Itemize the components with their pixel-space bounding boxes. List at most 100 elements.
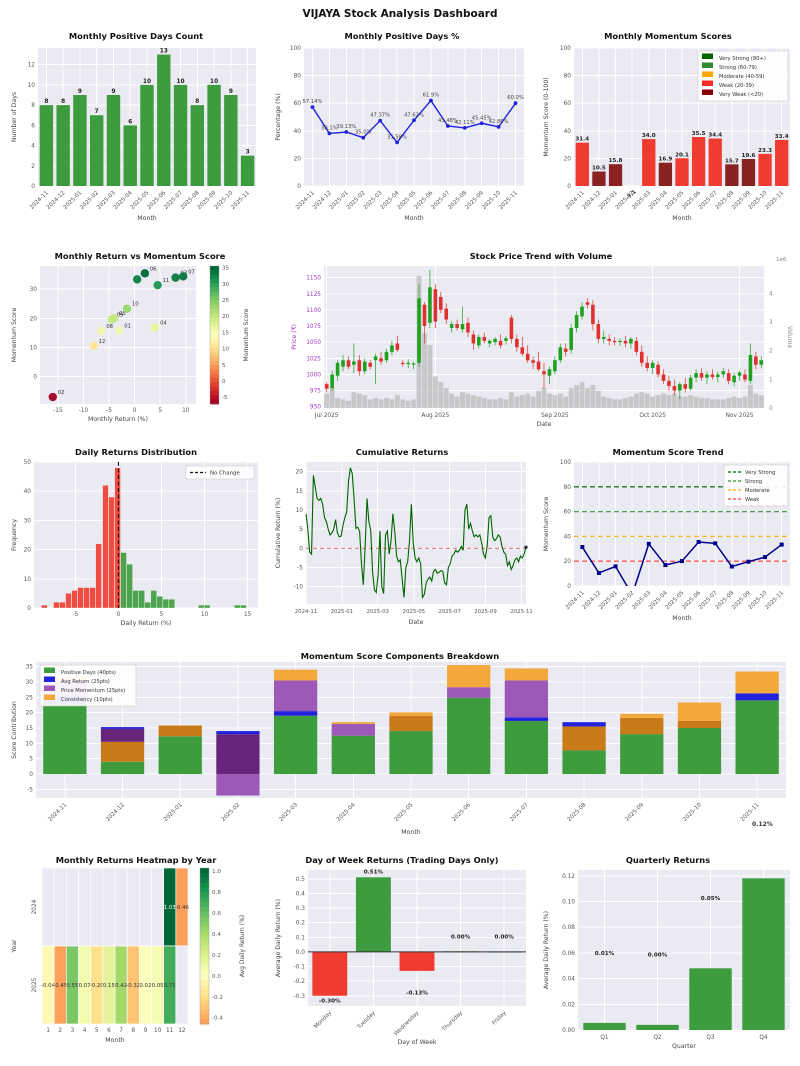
svg-text:-0.46: -0.46 — [175, 905, 190, 911]
svg-text:100: 100 — [560, 460, 571, 466]
svg-text:Daily Returns Distribution: Daily Returns Distribution — [75, 447, 197, 457]
svg-text:Momentum Score Trend: Momentum Score Trend — [612, 447, 723, 457]
svg-text:31.58%: 31.58% — [387, 134, 407, 140]
cumulative-returns-chart: -10 -5 0 5 10 15 20 2024-11 2025-01 2025-03 2025-0… — [275, 447, 532, 626]
svg-text:-0.2: -0.2 — [212, 995, 223, 1001]
svg-text:0.00%: 0.00% — [494, 935, 514, 941]
svg-text:Moderate (40-59): Moderate (40-59) — [719, 74, 764, 80]
svg-text:10: 10 — [176, 79, 184, 85]
svg-text:Frequency: Frequency — [11, 519, 18, 551]
momentum-scores-chart: 02040608010031.410.515.8-7.134.016.920.1… — [543, 31, 790, 222]
svg-text:No Change: No Change — [210, 471, 240, 477]
svg-text:0.06: 0.06 — [562, 951, 575, 957]
svg-text:Monthly Momentum Scores: Monthly Momentum Scores — [604, 31, 732, 41]
svg-text:3: 3 — [71, 1028, 75, 1034]
svg-text:10: 10 — [296, 508, 304, 514]
svg-text:1125: 1125 — [306, 292, 321, 298]
svg-text:3: 3 — [246, 150, 250, 156]
svg-text:20: 20 — [296, 470, 304, 476]
svg-text:15.7: 15.7 — [725, 158, 739, 164]
svg-text:60: 60 — [564, 510, 572, 516]
svg-text:Wednesday: Wednesday — [393, 1010, 421, 1038]
svg-text:975: 975 — [310, 389, 321, 395]
svg-text:25: 25 — [222, 298, 230, 304]
svg-text:20: 20 — [26, 711, 34, 717]
svg-text:Date: Date — [537, 421, 552, 428]
svg-text:13: 13 — [160, 49, 168, 55]
svg-text:0: 0 — [299, 546, 303, 552]
svg-text:3: 3 — [769, 320, 773, 326]
svg-text:Avg Return (25pts): Avg Return (25pts) — [61, 679, 110, 685]
svg-text:43.48%: 43.48% — [438, 118, 458, 124]
svg-text:7: 7 — [95, 109, 99, 115]
svg-text:Average Daily Return (%): Average Daily Return (%) — [275, 899, 282, 977]
svg-text:-5: -5 — [27, 787, 33, 793]
svg-text:47.62%: 47.62% — [404, 112, 424, 118]
svg-text:0.6: 0.6 — [212, 911, 221, 917]
svg-text:10: 10 — [222, 347, 230, 353]
svg-text:Momentum Score: Momentum Score — [11, 308, 18, 363]
svg-text:Very Strong: Very Strong — [745, 470, 775, 476]
panel-momentum-trend: 0 20 40 60 80 100 Very Strong Strong Moderate Wea… — [540, 444, 796, 640]
svg-text:0.0: 0.0 — [296, 950, 306, 956]
svg-text:0.4: 0.4 — [296, 891, 306, 897]
svg-text:Monthly Returns Heatmap by Yea: Monthly Returns Heatmap by Year — [56, 855, 218, 865]
svg-text:8: 8 — [195, 99, 199, 105]
svg-text:0: 0 — [222, 379, 226, 385]
svg-text:Aug 2025: Aug 2025 — [421, 413, 449, 419]
svg-text:-10: -10 — [79, 408, 89, 414]
svg-text:Friday: Friday — [491, 1010, 508, 1027]
svg-text:0: 0 — [31, 184, 35, 190]
svg-text:42.86%: 42.86% — [489, 119, 509, 125]
svg-text:1: 1 — [769, 377, 773, 383]
svg-text:20: 20 — [222, 314, 230, 320]
svg-text:2025-11: 2025-11 — [230, 190, 251, 211]
panel-positive-days-pct: 0 20 40 60 80 100 57.14% 38.1% 39.13% 35.0% 47.37%… — [272, 28, 532, 240]
panel-momentum-scores: 0 20 40 60 80 100 31.4 10.5 15.8 -7.1 34.0 16.9 20.1… — [540, 28, 796, 240]
svg-text:Avg Daily Return (%): Avg Daily Return (%) — [239, 915, 246, 977]
returns-distribution-chart: 0 10 20 30 40 50 -5 0 5 10 15 No Change Daily Return… — [11, 447, 258, 627]
svg-text:34.4: 34.4 — [708, 133, 722, 139]
svg-text:0.51%: 0.51% — [364, 870, 384, 876]
svg-text:Number of Days: Number of Days — [11, 92, 18, 142]
svg-text:Momentum Score (0-100): Momentum Score (0-100) — [543, 77, 550, 156]
svg-text:Very Strong (80+): Very Strong (80+) — [719, 56, 766, 62]
svg-text:38.1%: 38.1% — [321, 125, 338, 131]
svg-text:2025-11: 2025-11 — [764, 190, 785, 211]
svg-text:15.8: 15.8 — [609, 158, 623, 164]
svg-text:0.10: 0.10 — [562, 899, 575, 905]
svg-text:Monthly Positive Days Count: Monthly Positive Days Count — [69, 31, 203, 41]
svg-text:0.02: 0.02 — [562, 1002, 575, 1008]
svg-text:Monday: Monday — [313, 1010, 333, 1030]
svg-text:-0.45: -0.45 — [53, 983, 67, 989]
svg-text:0.2: 0.2 — [212, 953, 221, 959]
svg-text:0: 0 — [27, 606, 31, 612]
svg-text:Q2: Q2 — [653, 1035, 662, 1041]
svg-text:1025: 1025 — [306, 356, 321, 362]
svg-text:0.55: 0.55 — [66, 983, 78, 989]
svg-text:2025-02: 2025-02 — [221, 802, 242, 823]
svg-text:2024-11: 2024-11 — [47, 802, 68, 823]
svg-text:Momentum Score: Momentum Score — [243, 308, 250, 361]
quarterly-returns-chart: 0.00 0.02 0.04 0.06 0.08 0.10 0.12 0.01% 0.00% 0.… — [543, 855, 790, 1050]
svg-text:Momentum Score Components Brea: Momentum Score Components Breakdown — [301, 651, 500, 661]
svg-text:0.12: 0.12 — [562, 874, 575, 880]
svg-text:Strong (60-79): Strong (60-79) — [719, 65, 757, 71]
price-trend-chart: 950 975 1000 1025 1050 1075 1100 1125 1150 Jul 20… — [291, 251, 793, 428]
svg-text:35: 35 — [26, 665, 34, 671]
svg-text:0.05: 0.05 — [152, 983, 164, 989]
svg-text:Momentum Score: Momentum Score — [543, 497, 550, 552]
svg-text:Q4: Q4 — [759, 1035, 768, 1041]
svg-text:10: 10 — [143, 79, 151, 85]
dashboard-title: VIJAYA Stock Analysis Dashboard — [302, 8, 498, 20]
svg-text:0.2: 0.2 — [296, 921, 306, 927]
svg-text:Month: Month — [672, 215, 691, 222]
svg-text:5: 5 — [222, 363, 226, 369]
panel-returns-distribution: 0 10 20 30 40 50 -5 0 5 10 15 No Change Daily Return… — [8, 444, 264, 640]
svg-text:60: 60 — [564, 101, 572, 107]
svg-text:10: 10 — [201, 612, 209, 618]
svg-text:5: 5 — [95, 1028, 99, 1034]
svg-text:Year: Year — [11, 939, 18, 954]
svg-text:30: 30 — [30, 287, 38, 293]
